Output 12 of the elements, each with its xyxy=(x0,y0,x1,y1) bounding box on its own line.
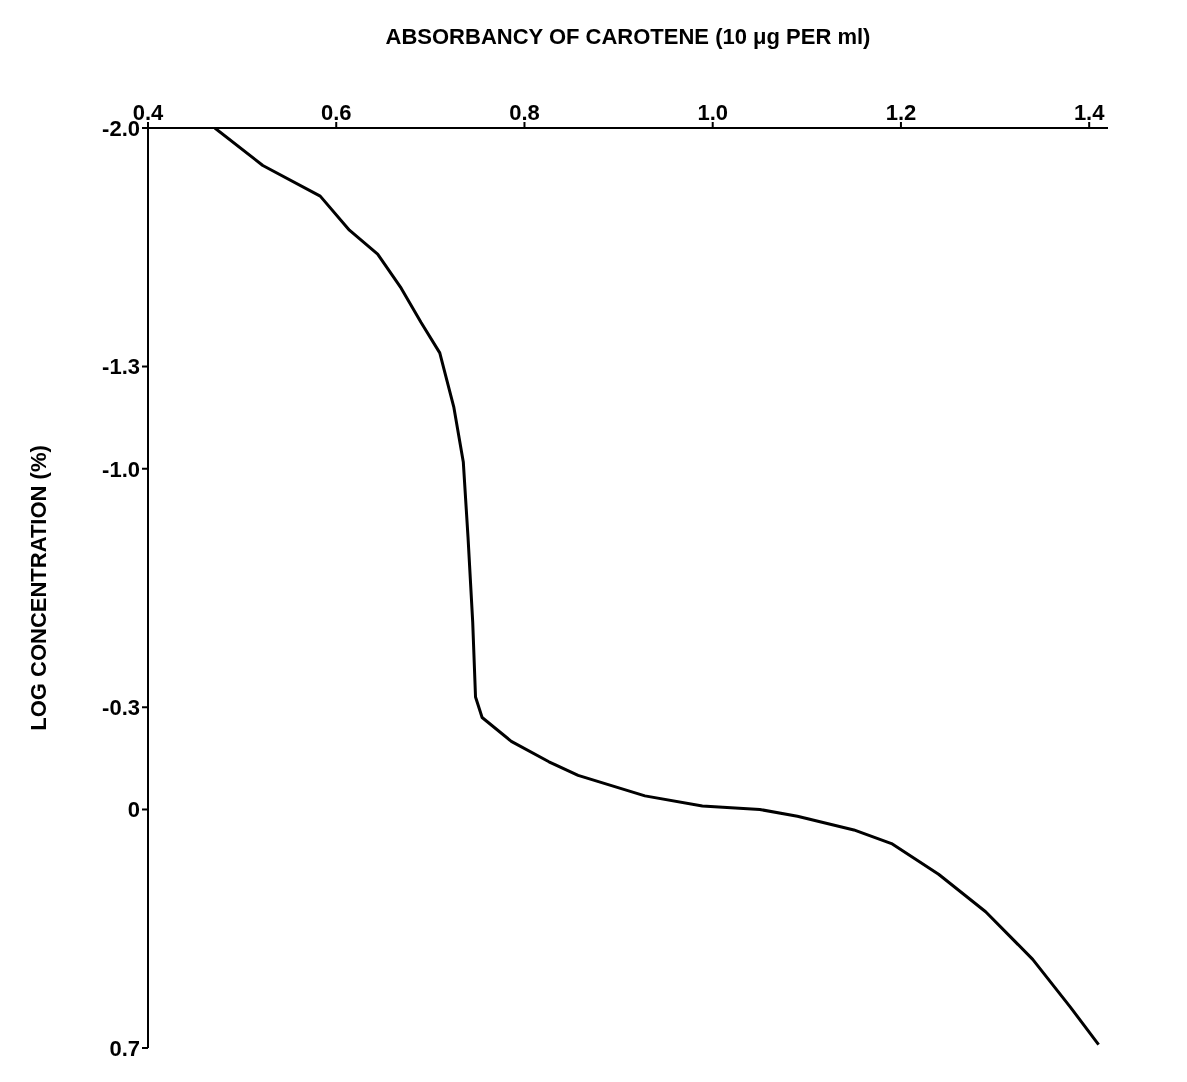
x-tick-label: 1.2 xyxy=(885,100,917,125)
y-tick-label: -0.3 xyxy=(102,695,140,721)
y-tick-label: -1.3 xyxy=(102,354,140,380)
x-tick-label: 1.4 xyxy=(1073,100,1106,125)
x-tick-label: 0.6 xyxy=(320,100,352,125)
y-tick-label: 0 xyxy=(127,797,140,823)
x-tick-label: 0.8 xyxy=(509,100,540,125)
y-axis-title: LOG CONCENTRATION (%) xyxy=(25,445,51,731)
x-tick-label: 1.0 xyxy=(697,100,728,125)
y-tick-label: -1.0 xyxy=(102,456,140,482)
x-axis-title: ABSORBANCY OF CAROTENE (10 μg PER ml) xyxy=(385,23,871,49)
y-tick-label: 0.7 xyxy=(109,1035,140,1061)
